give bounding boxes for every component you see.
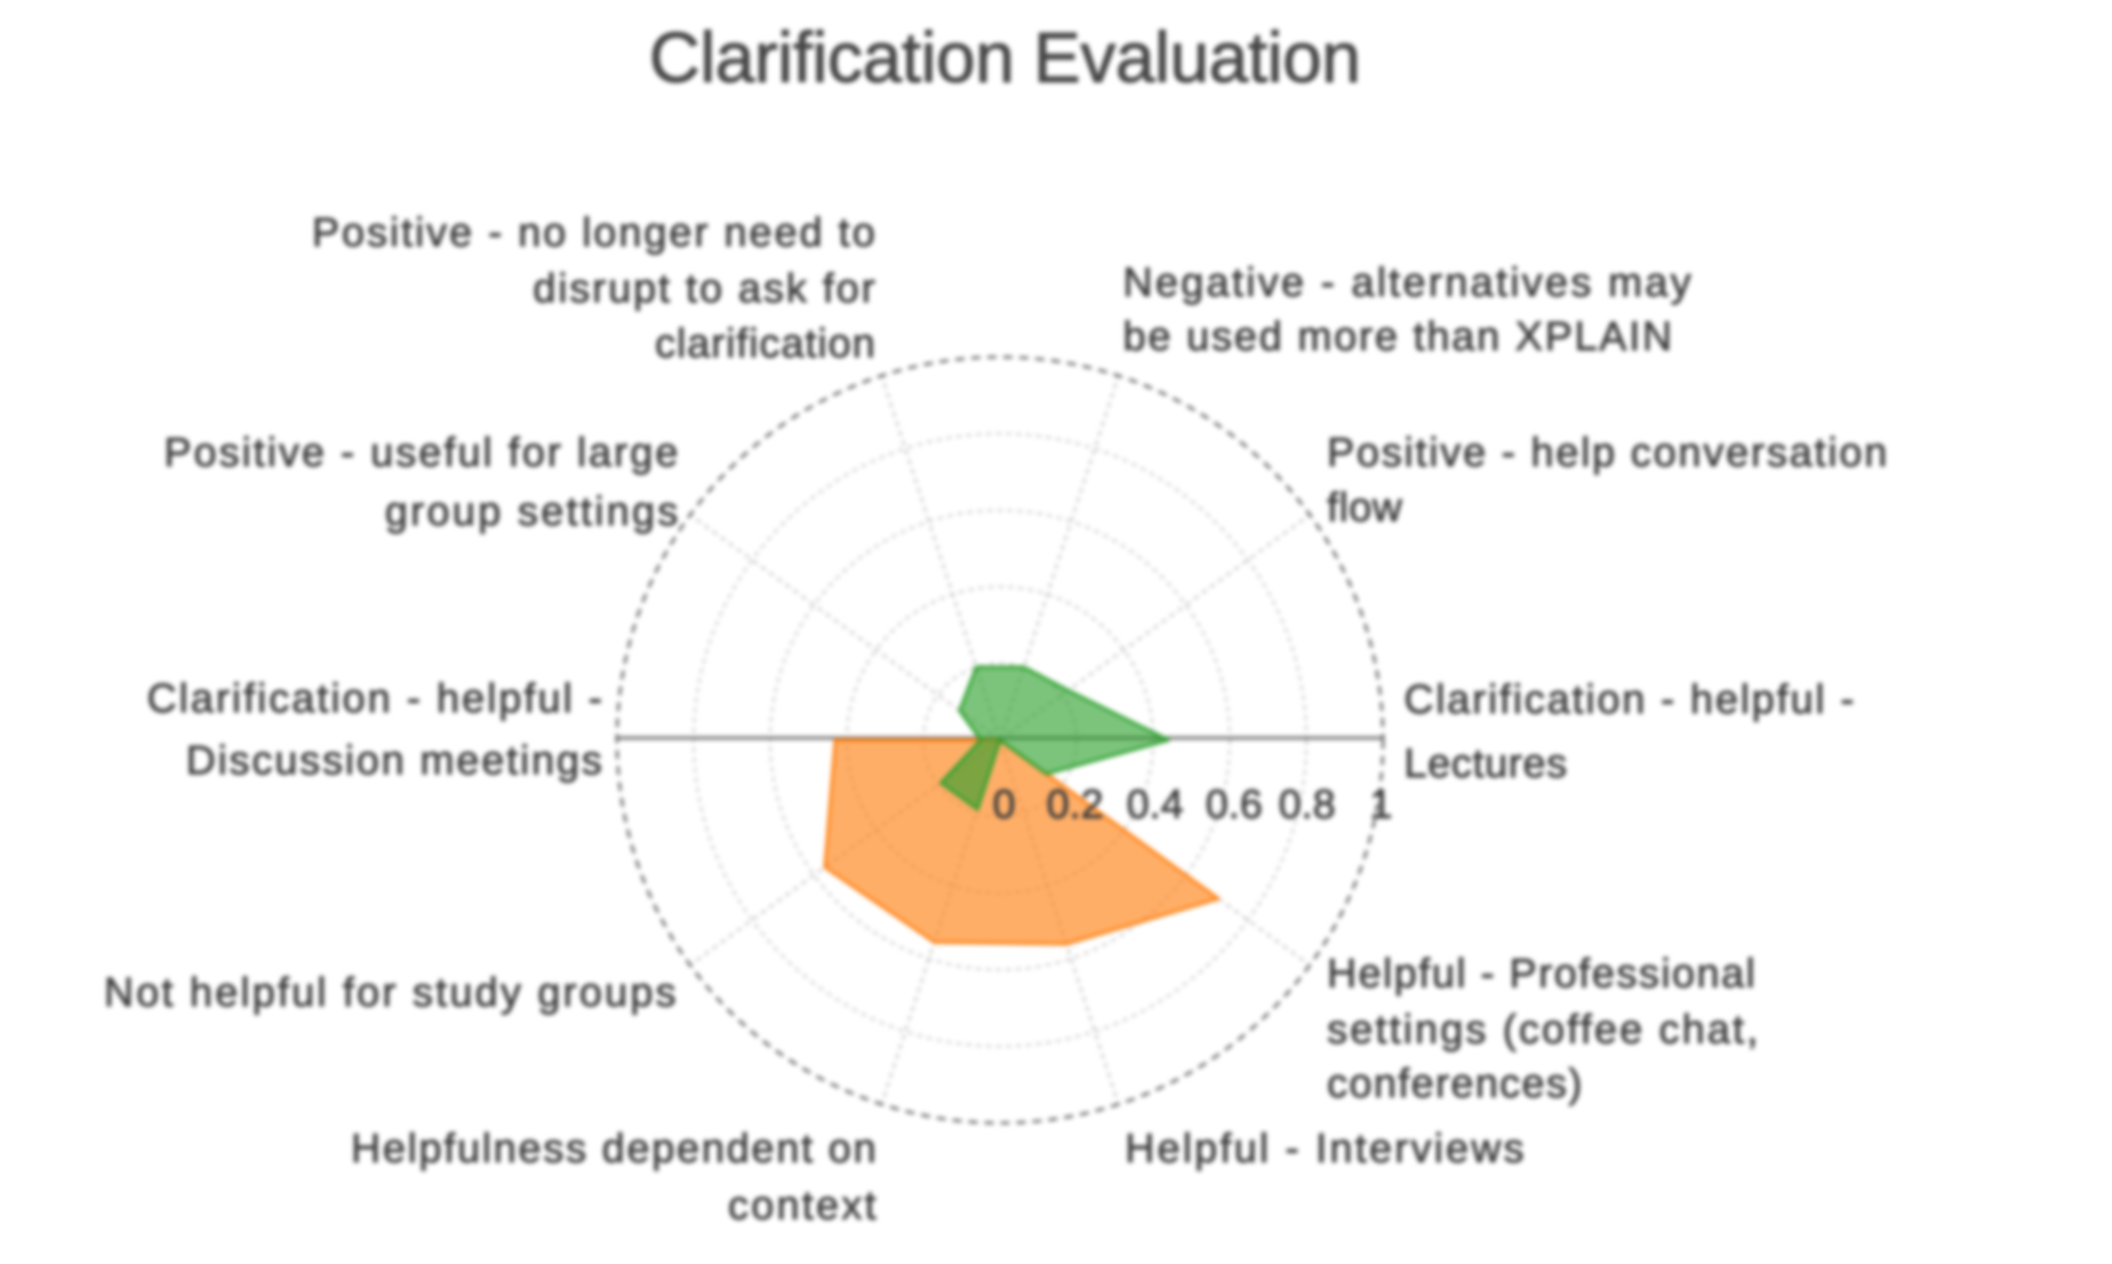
svg-text:conferences): conferences) <box>1327 1060 1582 1106</box>
svg-text:Helpful - Professional: Helpful - Professional <box>1327 950 1755 996</box>
svg-text:Positive - help conversation: Positive - help conversation <box>1327 429 1887 475</box>
svg-text:0.6: 0.6 <box>1206 781 1263 827</box>
svg-text:be used more than XPLAIN: be used more than XPLAIN <box>1123 313 1672 359</box>
svg-text:0: 0 <box>993 781 1016 827</box>
svg-text:Negative - alternatives may: Negative - alternatives may <box>1123 259 1692 305</box>
svg-text:1: 1 <box>1370 781 1393 827</box>
svg-text:0.4: 0.4 <box>1127 781 1184 827</box>
svg-text:disrupt to ask for: disrupt to ask for <box>533 265 875 311</box>
svg-text:clarification: clarification <box>655 320 875 366</box>
svg-text:Positive - no longer need to: Positive - no longer need to <box>312 209 875 255</box>
svg-text:Helpfulness dependent on: Helpfulness dependent on <box>351 1125 876 1171</box>
svg-text:Not helpful for study groups: Not helpful for study groups <box>104 969 676 1015</box>
svg-text:0.8: 0.8 <box>1279 781 1336 827</box>
svg-text:settings (coffee chat,: settings (coffee chat, <box>1327 1006 1758 1052</box>
svg-text:context: context <box>728 1182 877 1228</box>
svg-text:Positive - useful for large: Positive - useful for large <box>164 429 678 475</box>
svg-text:Clarification Evaluation: Clarification Evaluation <box>649 19 1361 98</box>
svg-text:group settings: group settings <box>385 488 678 534</box>
svg-text:flow: flow <box>1327 484 1402 530</box>
svg-text:Clarification - helpful -: Clarification - helpful - <box>1404 676 1854 722</box>
svg-text:Lectures: Lectures <box>1404 740 1567 786</box>
svg-text:Clarification - helpful -: Clarification - helpful - <box>147 675 602 721</box>
svg-text:0.2: 0.2 <box>1047 781 1104 827</box>
svg-text:Discussion meetings: Discussion meetings <box>186 737 602 783</box>
svg-text:Helpful - Interviews: Helpful - Interviews <box>1125 1125 1524 1171</box>
